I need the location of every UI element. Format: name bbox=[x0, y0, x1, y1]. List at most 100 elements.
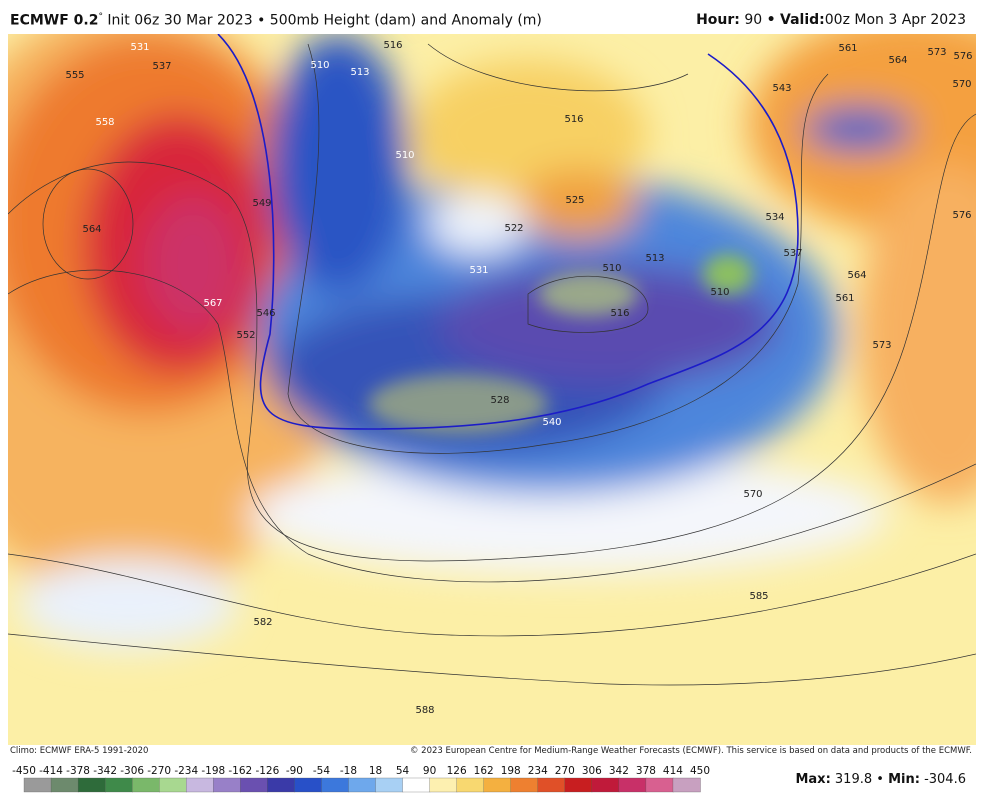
separator: • bbox=[766, 12, 776, 28]
contour-label: 534 bbox=[765, 212, 784, 223]
colorbar-tick-label: 198 bbox=[501, 765, 521, 777]
contour-label: 570 bbox=[743, 489, 762, 500]
colorbar-tick-label: -126 bbox=[255, 765, 279, 777]
header-right: Hour: 90 • Valid:00z Mon 3 Apr 2023 bbox=[696, 12, 966, 28]
contour-label: 588 bbox=[415, 705, 434, 716]
colorbar-swatch bbox=[402, 777, 431, 793]
colorbar-swatch bbox=[267, 777, 296, 793]
contour-label: 540 bbox=[542, 417, 561, 428]
valid-label: Valid: bbox=[780, 12, 825, 28]
colorbar-tick-label: -162 bbox=[228, 765, 252, 777]
contour-label: 564 bbox=[82, 224, 101, 235]
contour-label: 585 bbox=[749, 591, 768, 602]
colorbar-tick-label: -18 bbox=[340, 765, 357, 777]
contour-label: 576 bbox=[953, 51, 972, 62]
colorbar-tick-label: -54 bbox=[313, 765, 330, 777]
colorbar-tick-label: -234 bbox=[174, 765, 198, 777]
contour-label: 528 bbox=[490, 395, 509, 406]
product: 500mb Height (dam) and Anomaly (m) bbox=[269, 12, 542, 29]
colorbar-swatch bbox=[132, 777, 160, 793]
contour-label: 510 bbox=[710, 287, 729, 298]
contour-label: 522 bbox=[504, 223, 523, 234]
climo: Climo: ECMWF ERA-5 1991-2020 bbox=[10, 746, 149, 756]
colorbar-swatch bbox=[104, 777, 133, 793]
min-label: Min: bbox=[888, 772, 920, 787]
colorbar-swatch bbox=[321, 777, 350, 793]
separator: • bbox=[876, 772, 884, 787]
contour-label: 555 bbox=[65, 70, 84, 81]
contour-label: 561 bbox=[838, 43, 857, 54]
contour-label: 510 bbox=[395, 150, 414, 161]
contour-label: 525 bbox=[565, 195, 584, 206]
contour-label: 513 bbox=[350, 67, 369, 78]
contour-label: 564 bbox=[847, 270, 866, 281]
colorbar-tick-label: 342 bbox=[609, 765, 629, 777]
contour-label: 516 bbox=[564, 114, 583, 125]
anomaly-field bbox=[8, 34, 976, 745]
colorbar-swatch bbox=[537, 777, 566, 793]
contour-label: 567 bbox=[203, 298, 222, 309]
degree: ° bbox=[98, 12, 103, 22]
colorbar-swatch bbox=[50, 777, 79, 793]
contour-label: 582 bbox=[253, 617, 272, 628]
contour-labels: 5315375555585645675525465495105135165105… bbox=[65, 40, 972, 716]
colorbar-tick-label: 18 bbox=[369, 765, 382, 777]
contour-label: 552 bbox=[236, 330, 255, 341]
colorbar-tick-label: -342 bbox=[93, 765, 117, 777]
map: 5315375555585645675525465495105135165105… bbox=[8, 34, 976, 745]
colorbar-swatch bbox=[510, 777, 539, 793]
colorbar-swatch bbox=[429, 777, 458, 793]
min: -304.6 bbox=[924, 772, 966, 787]
model: ECMWF 0.2 bbox=[10, 12, 99, 29]
colorbar-tick-label: 162 bbox=[474, 765, 494, 777]
colorbar-tick-label: -450 bbox=[12, 765, 36, 777]
colorbar-tick-label: -270 bbox=[147, 765, 171, 777]
contour-label: 573 bbox=[927, 47, 946, 58]
colorbar-swatch bbox=[591, 777, 620, 793]
contour-label: 537 bbox=[783, 248, 802, 259]
colorbar-swatch bbox=[672, 777, 701, 793]
max-label: Max: bbox=[795, 772, 831, 787]
header-left: ECMWF 0.2° Init 06z 30 Mar 2023 • 500mb … bbox=[10, 12, 542, 29]
contour-label: 564 bbox=[888, 55, 907, 66]
colorbar-swatch bbox=[348, 777, 377, 793]
colorbar-swatch bbox=[77, 777, 106, 793]
contour-label: 531 bbox=[469, 265, 488, 276]
colorbar-swatch bbox=[483, 777, 512, 793]
colorbar-swatch bbox=[186, 777, 214, 793]
contour-label: 516 bbox=[610, 308, 629, 319]
separator: • bbox=[257, 12, 266, 29]
colorbar-tick-label: -90 bbox=[286, 765, 303, 777]
colorbar-tick-label: -378 bbox=[66, 765, 90, 777]
contour-label: 543 bbox=[772, 83, 791, 94]
contour-label: 558 bbox=[95, 117, 114, 128]
contour-label: 510 bbox=[310, 60, 329, 71]
colorbar-tick-label: 414 bbox=[663, 765, 683, 777]
colorbar-tick-label: 90 bbox=[423, 765, 436, 777]
contour-label: 561 bbox=[835, 293, 854, 304]
contour-label: 531 bbox=[130, 42, 149, 53]
contour-label: 510 bbox=[602, 263, 621, 274]
colorbar-swatch bbox=[159, 777, 187, 793]
contour-label: 576 bbox=[952, 210, 971, 221]
copyright: © 2023 European Centre for Medium-Range … bbox=[409, 746, 972, 756]
colorbar-tick-label: -306 bbox=[120, 765, 144, 777]
colorbar-swatch bbox=[618, 777, 647, 793]
colorbar-tick-label: -414 bbox=[39, 765, 63, 777]
hour: 90 bbox=[744, 12, 763, 28]
contour-label: 549 bbox=[252, 198, 271, 209]
colorbar-tick-label: -198 bbox=[201, 765, 225, 777]
contour-label: 570 bbox=[952, 79, 971, 90]
colorbar-tick-label: 54 bbox=[396, 765, 410, 777]
contour-label: 513 bbox=[645, 253, 664, 264]
contour-label: 516 bbox=[383, 40, 402, 51]
colorbar-tick-label: 378 bbox=[636, 765, 656, 777]
init: Init 06z 30 Mar 2023 bbox=[107, 12, 253, 29]
colorbar-swatch bbox=[375, 777, 404, 793]
contour-label: 537 bbox=[152, 61, 171, 72]
colorbar-tick-label: 270 bbox=[555, 765, 575, 777]
contour-label: 573 bbox=[872, 340, 891, 351]
colorbar-tick-label: 126 bbox=[447, 765, 467, 777]
colorbar-tick-label: 234 bbox=[528, 765, 548, 777]
